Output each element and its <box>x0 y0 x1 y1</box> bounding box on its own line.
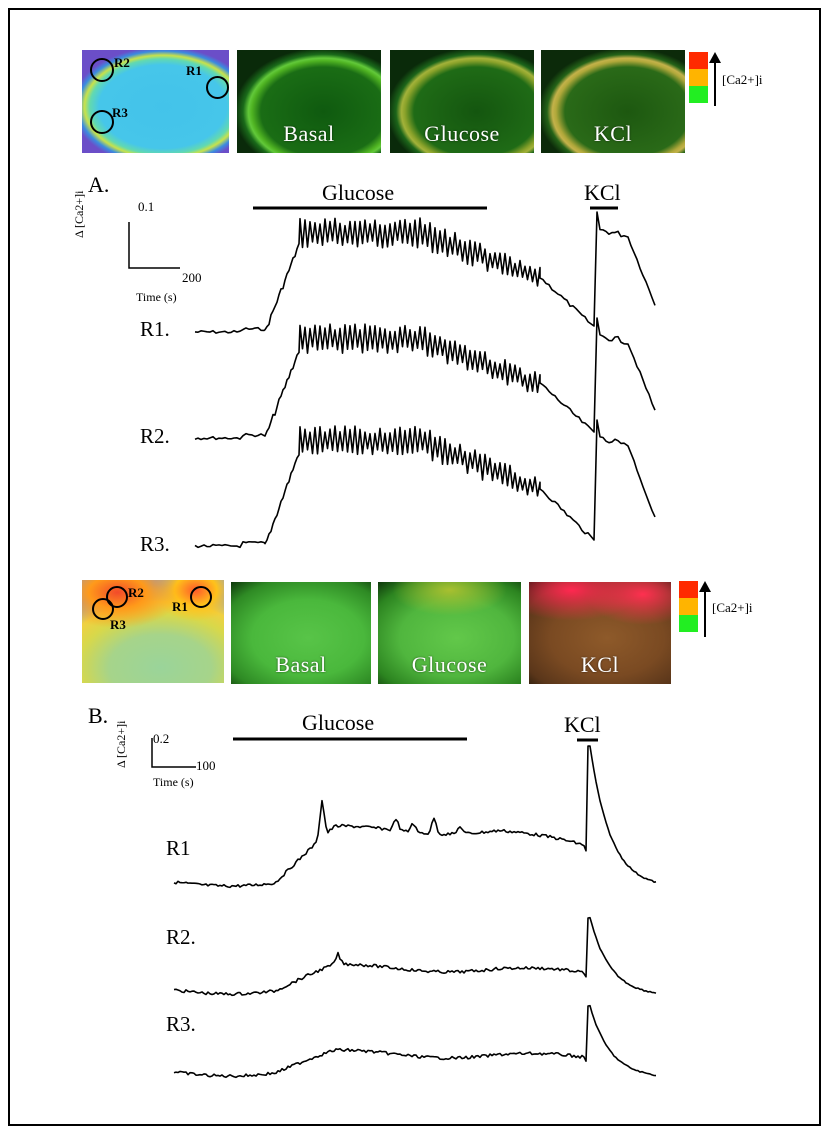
roi-label: R2 <box>114 55 130 70</box>
b-kcl-image: KCl <box>529 582 671 684</box>
color-scale <box>689 52 708 103</box>
roi-label: R1 <box>172 599 188 614</box>
scale-x-value: 100 <box>196 758 216 773</box>
up-arrow-icon <box>709 52 721 106</box>
trace-label-r3: R3. <box>166 1012 196 1036</box>
b-basal-image: Basal <box>231 582 371 684</box>
b-pseudocolor-image: R2 R1 R3 <box>82 580 224 683</box>
scale-y-value: 0.1 <box>138 199 155 214</box>
up-arrow-icon <box>699 581 711 637</box>
glucose-label: Glucose <box>322 180 395 205</box>
panel-b-letter: B. <box>88 703 109 728</box>
trace-b-r2 <box>173 916 657 997</box>
roi-label: R1 <box>186 63 202 78</box>
roi-circle <box>190 586 212 608</box>
roi-circle <box>92 598 114 620</box>
scale-bar <box>128 222 180 269</box>
trace-label-r2: R2. <box>140 424 170 448</box>
roi-label: R3 <box>112 105 128 120</box>
image-label: Glucose <box>424 121 500 146</box>
image-label: Basal <box>275 652 327 677</box>
trace-a-r3 <box>194 419 656 549</box>
image-label: KCl <box>580 652 620 677</box>
a-kcl-image: KCl <box>541 50 685 153</box>
a-pseudocolor-image: R2 R1 R3 <box>82 50 229 153</box>
scale-y-value: 0.2 <box>153 731 170 746</box>
panel-b-chart <box>151 737 657 1079</box>
trace-a-r1 <box>194 211 656 334</box>
trace-a-r2 <box>194 317 656 441</box>
trace-label-r2: R2. <box>166 925 196 949</box>
color-scale <box>679 581 698 632</box>
a-basal-image: Basal <box>237 50 381 153</box>
b-glucose-image: Glucose <box>378 582 521 684</box>
roi-label: R2 <box>128 585 144 600</box>
a-glucose-image: Glucose <box>390 50 534 153</box>
roi-label: R3 <box>110 617 126 632</box>
roi-circle <box>206 76 229 99</box>
roi-circle <box>106 586 128 608</box>
image-label: Basal <box>283 121 335 146</box>
glucose-label: Glucose <box>302 710 375 735</box>
colorbar-label: [Ca2+]i <box>712 600 753 615</box>
image-label: Glucose <box>411 652 488 677</box>
kcl-label: KCl <box>584 180 621 205</box>
scale-bar <box>151 738 196 768</box>
figure-frame <box>8 8 821 1126</box>
trace-label-r1: R1. <box>140 317 170 341</box>
trace-b-r3 <box>173 1004 657 1079</box>
scale-x-label: Time (s) <box>136 290 177 304</box>
trace-label-r3: R3. <box>140 532 170 556</box>
scale-x-value: 200 <box>182 270 202 285</box>
trace-b-r1 <box>173 745 657 889</box>
panel-a-chart <box>128 206 656 549</box>
roi-circle <box>90 58 114 82</box>
image-label: KCl <box>593 121 633 146</box>
scale-x-label: Time (s) <box>153 775 194 789</box>
kcl-label: KCl <box>564 712 601 737</box>
trace-label-r1: R1 <box>166 836 191 860</box>
panel-a-letter: A. <box>88 172 110 197</box>
roi-circle <box>90 110 114 134</box>
colorbar-label: [Ca2+]i <box>722 72 763 87</box>
